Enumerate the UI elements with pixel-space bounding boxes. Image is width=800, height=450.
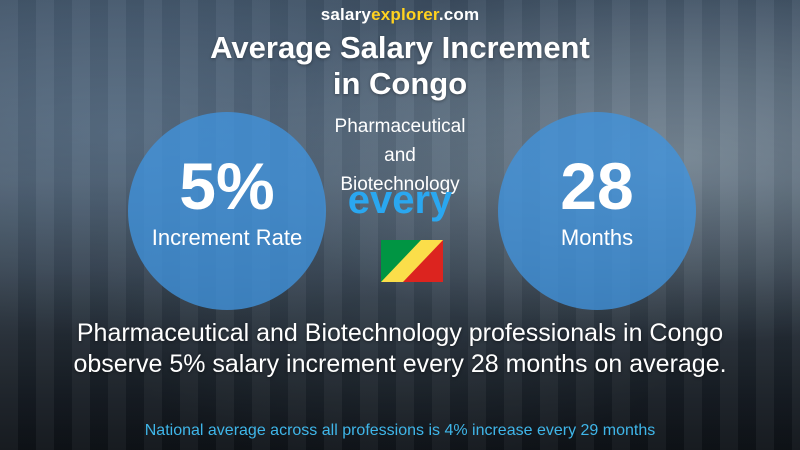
summary-text: Pharmaceutical and Biotechnology profess… bbox=[0, 318, 800, 380]
increment-rate-value: 5% bbox=[179, 149, 275, 223]
industry-line-2: and bbox=[384, 145, 416, 166]
brand-part-salary: salary bbox=[320, 5, 372, 24]
increment-rate-label: Increment Rate bbox=[151, 225, 303, 250]
industry-line-1: Pharmaceutical bbox=[334, 116, 466, 137]
congo-flag-icon bbox=[381, 240, 443, 282]
brand-logo[interactable]: salaryexplorer.com bbox=[0, 5, 800, 25]
title-line-1: Average Salary Increment bbox=[210, 30, 590, 65]
summary-line-1: Pharmaceutical and Biotechnology profess… bbox=[76, 319, 724, 347]
title-line-2: in Congo bbox=[332, 66, 468, 101]
flag-red-triangle bbox=[403, 240, 443, 282]
page-title: Average Salary Increment in Congo bbox=[0, 30, 800, 102]
flag-green-triangle bbox=[381, 240, 421, 282]
months-value: 28 bbox=[560, 149, 634, 223]
months-circle: 28 Months bbox=[498, 112, 696, 310]
increment-rate-circle: 5% Increment Rate bbox=[128, 112, 326, 310]
industry-line-3: Biotechnology bbox=[340, 174, 460, 195]
months-label: Months bbox=[560, 225, 634, 250]
brand-part-domain: .com bbox=[438, 5, 480, 24]
national-average-note: National average across all professions … bbox=[144, 422, 656, 439]
summary-line-2: observe 5% salary increment every 28 mon… bbox=[73, 350, 727, 378]
brand-part-explorer: explorer bbox=[371, 5, 439, 24]
every-label: every bbox=[347, 178, 453, 222]
industry-name: Pharmaceutical and Biotechnology bbox=[300, 112, 500, 199]
